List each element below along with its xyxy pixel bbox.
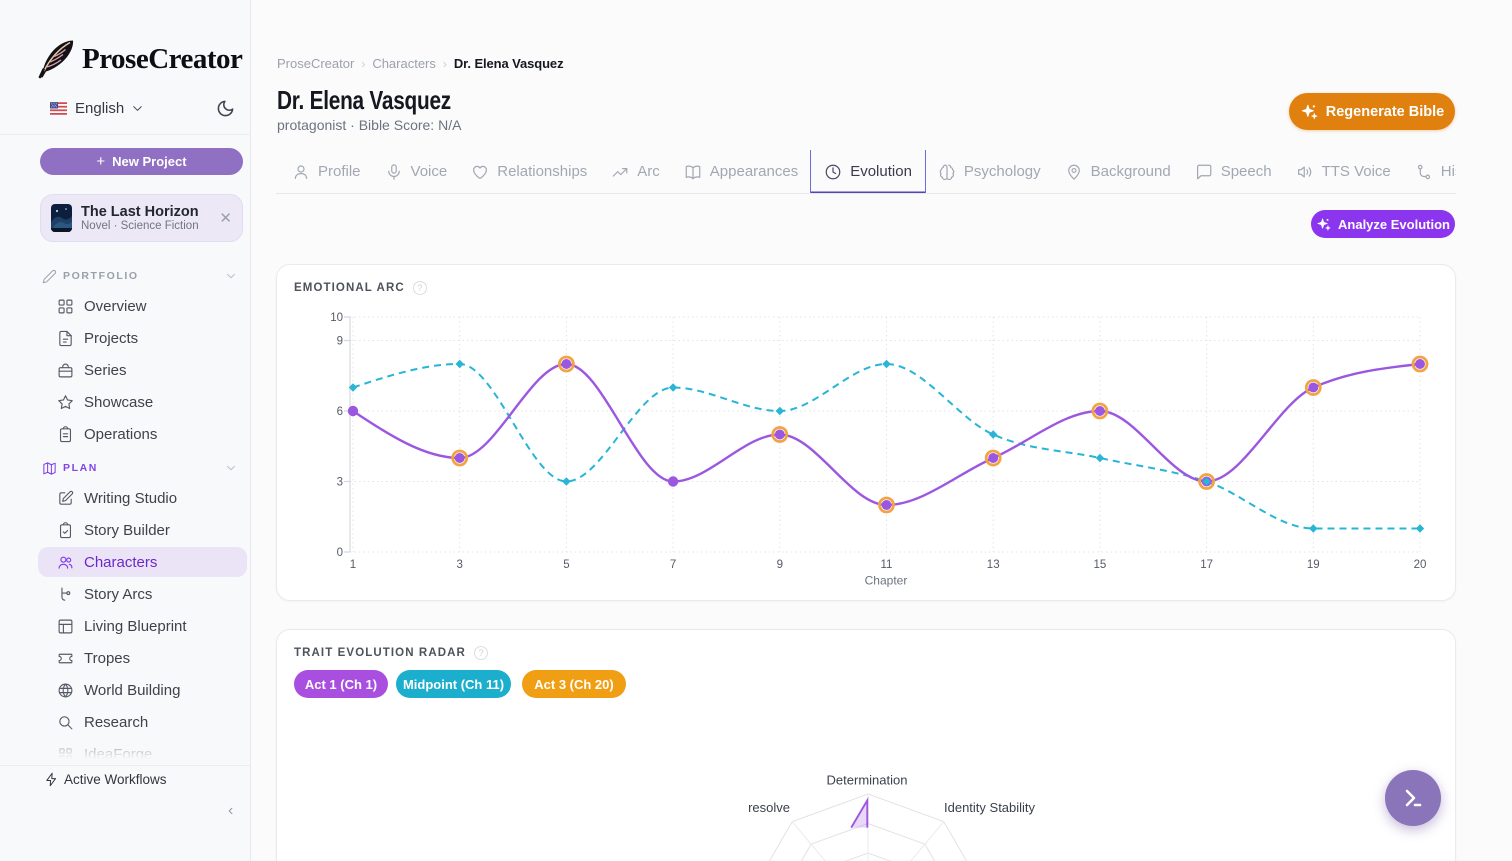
svg-text:5: 5 [563,559,569,571]
svg-text:13: 13 [987,559,1000,571]
svg-text:9: 9 [337,336,343,348]
svg-text:15: 15 [1094,559,1107,571]
svg-text:Identity Stability: Identity Stability [944,800,1036,815]
svg-text:10: 10 [330,312,343,324]
svg-text:7: 7 [670,559,676,571]
svg-text:Chapter: Chapter [865,574,908,588]
svg-text:19: 19 [1307,559,1320,571]
svg-text:1: 1 [350,559,356,571]
svg-text:11: 11 [881,559,893,571]
svg-text:3: 3 [337,477,343,489]
svg-text:6: 6 [337,406,343,418]
svg-text:Determination: Determination [827,773,908,788]
svg-text:resolve: resolve [748,800,790,815]
svg-text:20: 20 [1414,559,1427,571]
svg-text:0: 0 [337,547,343,559]
svg-text:3: 3 [456,559,462,571]
svg-text:17: 17 [1200,559,1213,571]
svg-text:9: 9 [777,559,783,571]
